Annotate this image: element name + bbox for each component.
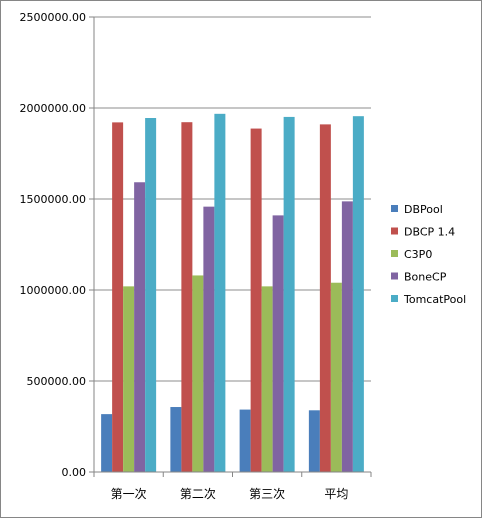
bar-tomcatpool-2 [214, 113, 226, 472]
bar-dbcp-1-4-2 [181, 122, 193, 473]
bars [101, 113, 364, 473]
legend-label: DBPool [404, 203, 443, 216]
bar-tomcatpool-4 [352, 116, 364, 472]
bar-c3p0-3 [261, 286, 273, 472]
bar-bonecp-4 [341, 201, 353, 472]
legend-label: BoneCP [404, 271, 447, 284]
bar-bonecp-1 [134, 182, 146, 473]
bar-dbpool-4 [308, 410, 320, 472]
x-tick-label: 第一次 [111, 487, 147, 501]
y-tick-label: 2500000.00 [20, 11, 86, 24]
bar-c3p0-2 [192, 275, 204, 472]
x-axis-labels: 第一次 第二次 第三次 平均 [111, 487, 349, 501]
bar-dbpool-3 [239, 409, 251, 472]
legend-swatch [391, 250, 398, 257]
bar-c3p0-1 [123, 286, 135, 472]
y-axis-ticks: 0.00 500000.00 1000000.00 1500000.00 2000000… [20, 11, 94, 479]
legend-label: C3P0 [404, 248, 432, 261]
legend-label: TomcatPool [403, 293, 466, 306]
x-tick-label: 第三次 [249, 487, 285, 501]
x-tick-label: 第二次 [180, 487, 216, 501]
legend-swatch [391, 272, 398, 280]
bar-dbpool-1 [101, 414, 113, 472]
y-tick-label: 1500000.00 [20, 193, 86, 206]
bar-bonecp-3 [272, 215, 284, 472]
legend: DBPool DBCP 1.4 C3P0 BoneCP TomcatPool [391, 203, 466, 306]
bar-tomcatpool-3 [283, 116, 295, 472]
bar-bonecp-2 [203, 206, 215, 473]
bar-tomcatpool-1 [145, 118, 157, 472]
bar-dbcp-1-4-4 [319, 124, 331, 472]
legend-swatch [391, 295, 398, 302]
y-tick-label: 0.00 [62, 466, 87, 479]
bar-c3p0-4 [330, 282, 342, 472]
legend-swatch [391, 205, 398, 212]
bar-dbcp-1-4-1 [112, 122, 124, 473]
axes [93, 17, 372, 477]
x-tick-label: 平均 [324, 487, 348, 501]
y-tick-label: 1000000.00 [20, 284, 86, 297]
bar-dbcp-1-4-3 [250, 128, 262, 472]
legend-swatch [391, 227, 398, 235]
y-tick-label: 2000000.00 [20, 102, 86, 115]
y-tick-label: 500000.00 [27, 375, 87, 388]
legend-label: DBCP 1.4 [404, 226, 455, 239]
bar-dbpool-2 [170, 407, 182, 472]
